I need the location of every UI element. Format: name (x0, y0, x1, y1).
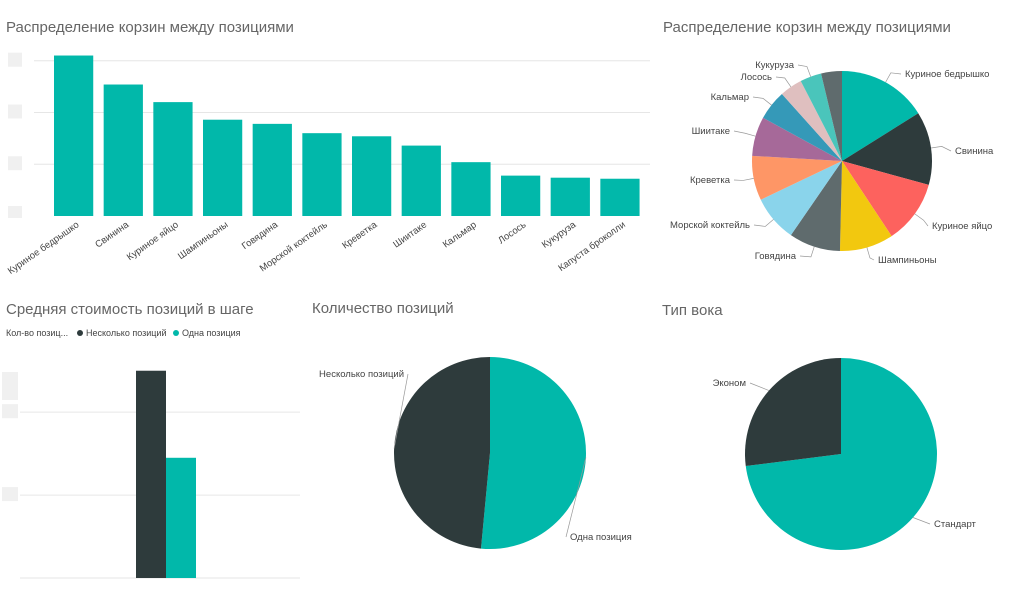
bar[interactable] (166, 457, 196, 578)
bar[interactable] (550, 177, 590, 216)
pie-slice[interactable] (752, 155, 842, 200)
pie-wok-title: Тип вока (662, 302, 723, 319)
y-tick-label (8, 104, 22, 119)
pie-label: Несколько позиций (319, 369, 404, 380)
pie-label: Эконом (713, 378, 746, 389)
leader-line (753, 219, 774, 227)
leader-line (752, 96, 772, 106)
y-tick-label (2, 372, 18, 400)
legend-swatch-single (173, 330, 179, 336)
pie-label: Одна позиция (570, 532, 632, 543)
bar-bottom-title: Средняя стоимость позиций в шаге (6, 301, 254, 318)
pie-slice[interactable] (745, 358, 841, 467)
bar-top-title: Распределение корзин между позициями (6, 19, 294, 36)
bar[interactable] (252, 123, 292, 216)
pie-slice[interactable] (752, 117, 842, 161)
x-tick-label: Куриное бедрышко (6, 219, 81, 276)
pie-label: Куриное бедрышко (905, 69, 989, 80)
bar[interactable] (136, 370, 166, 578)
pie-slice[interactable] (839, 161, 892, 251)
bar[interactable] (401, 145, 441, 216)
bar[interactable] (103, 84, 143, 217)
pie-chart-count: Одна позиция Несколько позиций (319, 357, 632, 549)
leader-line (733, 178, 754, 181)
legend-title: Кол-во позиц... (6, 328, 68, 338)
x-tick-label: Креветка (340, 219, 380, 251)
y-tick-label (8, 206, 22, 218)
pie-slice[interactable] (745, 358, 937, 551)
pie-label: Стандарт (934, 519, 977, 530)
legend-label-multi: Несколько позиций (86, 328, 166, 338)
pie-label: Морской коктейль (670, 220, 750, 231)
pie-slice[interactable] (842, 71, 919, 161)
pie-top-title: Распределение корзин между позициями (663, 19, 951, 36)
bar[interactable] (203, 119, 243, 216)
leader-line (799, 246, 815, 258)
pie-label: Говядина (755, 251, 797, 262)
pie-slice[interactable] (842, 113, 932, 185)
y-tick-label (2, 487, 18, 502)
leader-line (931, 146, 952, 152)
y-tick-label (8, 156, 22, 171)
pie-label: Шиитаке (692, 126, 730, 137)
pie-slice[interactable] (790, 161, 842, 251)
pie-label: Креветка (690, 175, 731, 186)
leader-line (912, 517, 931, 525)
x-tick-label: Кукуруза (540, 219, 579, 251)
leader-line (885, 72, 902, 83)
pie-chart-wok: Стандарт Эконом (713, 358, 977, 551)
bar[interactable] (302, 133, 342, 216)
pie-label: Куриное яйцо (932, 221, 992, 232)
leader-line (393, 373, 409, 449)
leader-line (866, 247, 875, 261)
leader-line (775, 76, 792, 88)
pie-label: Лосось (741, 72, 772, 83)
pie-chart-top: Куриное бедрышко Свинина Куриное яйцо Шампи… (670, 60, 994, 266)
x-tick-label: Лосось (496, 219, 528, 246)
pie-slice[interactable] (760, 161, 842, 236)
pie-label: Шампиньоны (878, 255, 937, 266)
bar-chart-bottom (2, 370, 300, 579)
bar[interactable] (153, 102, 193, 216)
leader-line (733, 130, 756, 137)
pie-slice[interactable] (393, 357, 490, 549)
pie-slice[interactable] (781, 81, 842, 161)
pie-slice[interactable] (763, 93, 842, 161)
pie-label: Кукуруза (755, 60, 794, 71)
bar[interactable] (352, 136, 392, 216)
pie-slice[interactable] (821, 71, 842, 161)
leader-line (749, 382, 770, 391)
x-tick-label: Говядина (240, 219, 281, 252)
legend-label-single: Одна позиция (182, 328, 241, 338)
pie-slice[interactable] (800, 73, 842, 161)
x-tick-label: Свинина (93, 219, 131, 250)
pie-slice[interactable] (842, 161, 929, 237)
leader-line (797, 64, 811, 77)
y-tick-label (2, 404, 18, 419)
bar[interactable] (451, 162, 491, 216)
pie-label: Свинина (955, 146, 994, 157)
pie-count-title: Количество позиций (312, 300, 454, 317)
x-tick-label: Шампиньоны (176, 219, 230, 262)
pie-label: Кальмар (711, 92, 749, 103)
pie-slice[interactable] (480, 357, 586, 549)
legend-swatch-multi (77, 330, 83, 336)
x-tick-label: Шиитаке (391, 219, 429, 250)
bar[interactable] (54, 55, 94, 216)
leader-line (565, 457, 587, 538)
bar[interactable] (600, 178, 640, 216)
bar[interactable] (501, 175, 541, 216)
x-tick-label: Куриное яйцо (125, 219, 181, 263)
leader-line (914, 213, 929, 227)
x-tick-label: Кальмар (441, 219, 479, 250)
y-tick-label (8, 52, 22, 67)
